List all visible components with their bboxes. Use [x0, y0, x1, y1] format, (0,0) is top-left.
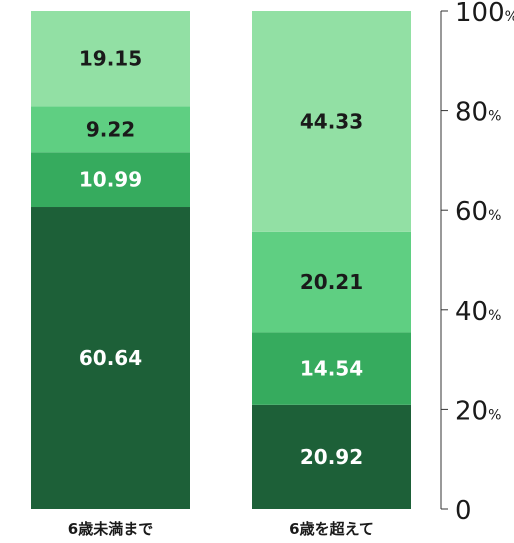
bar-value-label: 20.92: [300, 445, 363, 469]
bar-value-label: 44.33: [300, 109, 363, 133]
y-tick-unit: %: [488, 208, 501, 224]
bar-segment: [31, 11, 190, 107]
y-tick-label: 40%: [455, 297, 501, 327]
y-tick-label: 100%: [455, 0, 514, 28]
bar-segment: [31, 106, 190, 153]
y-tick-unit: %: [488, 109, 501, 125]
y-tick-unit: %: [505, 9, 514, 25]
y-tick-unit: %: [488, 308, 501, 324]
bar-segment: [252, 404, 411, 509]
bar-value-label: 14.54: [300, 357, 363, 381]
bars-layer: [31, 11, 411, 509]
x-tick-label: 6歳未満まで: [68, 520, 153, 538]
y-tick-unit: %: [488, 407, 501, 423]
bar-value-label: 60.64: [79, 346, 142, 370]
bar-segment: [252, 231, 411, 333]
y-tick-label: 0: [455, 496, 472, 526]
y-tick-label: 20%: [455, 396, 501, 426]
bar-labels-layer: 60.64 10.99 9.22 19.15 20.92 14.54 20.21 44.33: [79, 47, 363, 469]
bar-value-label: 9.22: [86, 117, 135, 141]
y-axis: 0 20% 40% 60% 80% 100%: [440, 0, 514, 526]
bar-segment: [252, 11, 411, 232]
x-tick-label: 6歳を超えて: [289, 520, 374, 538]
bar-value-label: 10.99: [79, 168, 142, 192]
y-tick-label: 80%: [455, 98, 501, 128]
bar-value-label: 20.21: [300, 270, 363, 294]
bar-segment: [31, 207, 190, 509]
bar-segment: [252, 332, 411, 405]
bar-segment: [31, 152, 190, 208]
bar-value-label: 19.15: [79, 47, 142, 71]
y-tick-label: 60%: [455, 197, 501, 227]
x-axis-labels: 6歳未満まで 6歳を超えて: [68, 520, 374, 538]
